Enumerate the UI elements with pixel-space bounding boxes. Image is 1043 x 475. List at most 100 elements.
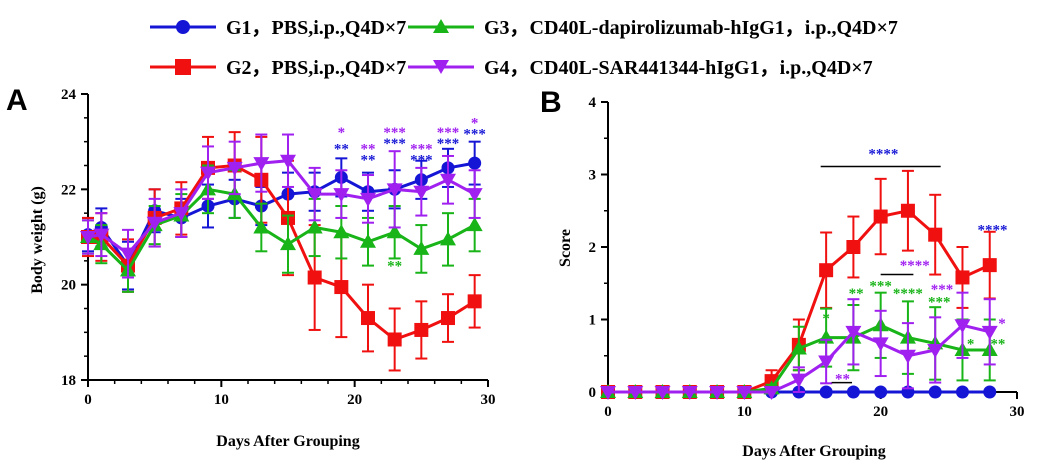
panel-b-point bbox=[845, 325, 862, 340]
panel-a-point bbox=[226, 161, 243, 176]
panel-b-ytick-label-2: 2 bbox=[589, 240, 597, 256]
panel-a-point bbox=[386, 183, 403, 198]
panel-a-significance-8: *** bbox=[437, 125, 460, 141]
panel-b-point bbox=[955, 270, 970, 285]
panel-label-a: A bbox=[6, 84, 28, 117]
panel-b-point bbox=[600, 386, 616, 400]
panel-b-significance-10: ** bbox=[990, 337, 1005, 353]
panel-b-point bbox=[819, 263, 834, 278]
panel-a-xtick-label-2: 20 bbox=[347, 392, 362, 408]
legend-item-g2: G2，PBS,i.p.,Q4D×7 bbox=[150, 57, 406, 79]
panel-a-ytick-label-0: 18 bbox=[61, 373, 76, 389]
panel-a-series-line-4 bbox=[87, 159, 476, 256]
panel-a-significance-11: *** bbox=[463, 126, 486, 142]
panel-b-point bbox=[954, 319, 971, 334]
legend-marker-g3 bbox=[433, 19, 449, 33]
panel-a-point bbox=[360, 233, 376, 248]
panel-b-significance-2: **** bbox=[977, 223, 1007, 239]
panel-label-b: B bbox=[540, 86, 562, 119]
panel-a-point bbox=[386, 224, 403, 239]
panel-a-significance-6: *** bbox=[410, 142, 433, 158]
panel-a-significance-4: *** bbox=[383, 125, 406, 141]
panel-a-point bbox=[200, 166, 216, 181]
legend-label-g4: G4，CD40L-SAR441344-hIgG1，i.p.,Q4D×7 bbox=[484, 57, 873, 79]
panel-b-series-4 bbox=[600, 291, 998, 400]
legend-item-g1: G1，PBS,i.p.,Q4D×7 bbox=[150, 17, 406, 39]
panel-b-point bbox=[955, 385, 969, 399]
panel-b-point bbox=[681, 386, 698, 400]
legend-item-g4: G4，CD40L-SAR441344-hIgG1，i.p.,Q4D×7 bbox=[408, 57, 873, 79]
panel-a-significance-2: ** bbox=[361, 142, 376, 158]
panel-a-ytick-label-3: 24 bbox=[61, 87, 77, 103]
panel-a-significance-10: * bbox=[471, 115, 479, 131]
panel-a-point bbox=[466, 217, 483, 232]
panel-b-point bbox=[899, 349, 916, 364]
panel-b-point bbox=[874, 385, 888, 399]
panel-b-point bbox=[736, 386, 753, 400]
panel-b-point bbox=[873, 209, 888, 224]
panel-a-significance-9: *** bbox=[437, 136, 460, 152]
panel-b-significance-3: * bbox=[822, 311, 830, 327]
panel-b-ytick-label-4: 4 bbox=[589, 95, 597, 111]
panel-b-point bbox=[928, 385, 942, 399]
panel-b-ytick-label-0: 0 bbox=[589, 385, 597, 401]
panel-a-significance-0: * bbox=[338, 125, 346, 141]
panel-b-significance-7: *** bbox=[928, 294, 951, 310]
panel-a-point bbox=[468, 156, 482, 170]
panel-a-point bbox=[280, 154, 296, 169]
legend-item-g3: G3，CD40L-dapirolizumab-hIgG1，i.p.,Q4D×7 bbox=[408, 17, 898, 39]
panel-b-significance-8: *** bbox=[931, 282, 954, 298]
panel-b-point bbox=[818, 355, 835, 370]
legend-label-g3: G3，CD40L-dapirolizumab-hIgG1，i.p.,Q4D×7 bbox=[484, 17, 898, 39]
panel-a-ytick-label-1: 20 bbox=[61, 278, 76, 294]
legend-marker-g2 bbox=[175, 59, 191, 75]
panel-b-point bbox=[846, 385, 860, 399]
panel-a-series-line-3 bbox=[87, 187, 476, 273]
panel-b-point bbox=[981, 325, 998, 340]
panel-a-point bbox=[306, 188, 323, 203]
panel-a-point bbox=[414, 322, 429, 337]
panel-a-point bbox=[333, 188, 350, 203]
panel-a-series-line-2 bbox=[88, 163, 476, 342]
panel-a-significance-7: *** bbox=[410, 153, 433, 169]
legend-label-g2: G2，PBS,i.p.,Q4D×7 bbox=[226, 57, 406, 79]
panel-b-xtick-label-3: 30 bbox=[1010, 404, 1025, 420]
panel-a-point bbox=[173, 207, 190, 222]
panel-b-point bbox=[928, 227, 943, 242]
panel-a-significance-1: ** bbox=[334, 142, 349, 158]
panel-a-point bbox=[466, 188, 483, 203]
panel-a-point bbox=[280, 236, 296, 251]
panel-b-point bbox=[983, 385, 997, 399]
panel-b-xtick-label-0: 0 bbox=[604, 404, 612, 420]
panel-a-point bbox=[467, 294, 482, 309]
legend-marker-g1 bbox=[176, 20, 190, 34]
panel-a-point bbox=[307, 270, 322, 285]
panel-b-xtick-label-1: 10 bbox=[737, 404, 752, 420]
panel-b-significance-12: ** bbox=[835, 371, 850, 387]
legend: G1，PBS,i.p.,Q4D×7 G2，PBS,i.p.,Q4D×7 G3，C… bbox=[150, 17, 898, 79]
panel-b-significance-5: *** bbox=[869, 279, 892, 295]
legend-label-g1: G1，PBS,i.p.,Q4D×7 bbox=[226, 17, 406, 39]
panel-a-point bbox=[413, 240, 430, 255]
panel-a-point bbox=[413, 185, 430, 200]
panel-a-point bbox=[334, 280, 349, 295]
panel-b-ytick-label-3: 3 bbox=[589, 168, 597, 184]
panel-b-significance-4: ** bbox=[849, 286, 864, 302]
panel-a-point bbox=[360, 192, 376, 207]
panel-b-significance-6: **** bbox=[893, 286, 923, 302]
panel-b-xtick-label-2: 20 bbox=[873, 404, 888, 420]
panel-a-xtick-label-3: 30 bbox=[481, 392, 496, 408]
panel-a-xtick-label-0: 0 bbox=[84, 392, 92, 408]
panel-a-xlabel: Days After Grouping bbox=[216, 433, 359, 450]
panel-a-significance-5: *** bbox=[383, 136, 406, 152]
panel-a-point bbox=[146, 216, 163, 231]
panel-b-point bbox=[982, 258, 997, 273]
panel-b-point bbox=[790, 373, 807, 388]
legend-marker-g4 bbox=[433, 60, 449, 74]
panel-b-ylabel: Score bbox=[557, 229, 574, 267]
panel-a-point bbox=[361, 311, 375, 326]
panel-b-point bbox=[790, 340, 807, 355]
panel-b-significance-1: **** bbox=[900, 258, 930, 274]
